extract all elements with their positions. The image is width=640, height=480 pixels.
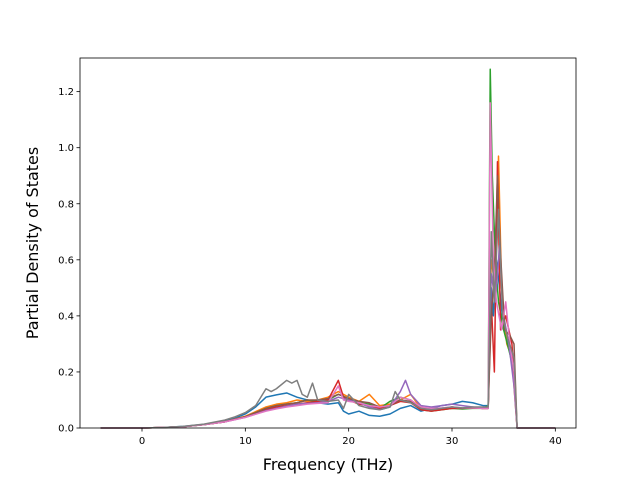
y-tick-label: 0.2 (58, 367, 74, 378)
x-axis-ticks: 0 10 20 30 40 (139, 428, 562, 447)
y-tick-label: 1.2 (58, 87, 74, 98)
y-tick-label: 0.0 (58, 424, 74, 435)
x-axis-label: Frequency (THz) (263, 455, 393, 474)
x-tick-label: 0 (139, 436, 145, 447)
series-layer (100, 68, 556, 429)
series-line-1 (100, 259, 556, 429)
series-line-8 (100, 208, 556, 429)
y-axis-ticks: 0.0 0.2 0.4 0.6 0.8 1.0 1.2 (58, 87, 80, 435)
plot-frame (79, 57, 577, 429)
y-tick-label: 0.4 (58, 311, 74, 322)
plot-area-background (80, 58, 576, 428)
x-tick-label: 30 (446, 436, 459, 447)
x-tick-label: 40 (549, 436, 562, 447)
y-tick-label: 1.0 (58, 143, 74, 154)
x-tick-label: 10 (239, 436, 252, 447)
x-tick-label: 20 (342, 436, 355, 447)
y-tick-label: 0.8 (58, 199, 74, 210)
y-tick-label: 0.6 (58, 255, 74, 266)
y-axis-label: Partial Density of States (23, 147, 42, 339)
